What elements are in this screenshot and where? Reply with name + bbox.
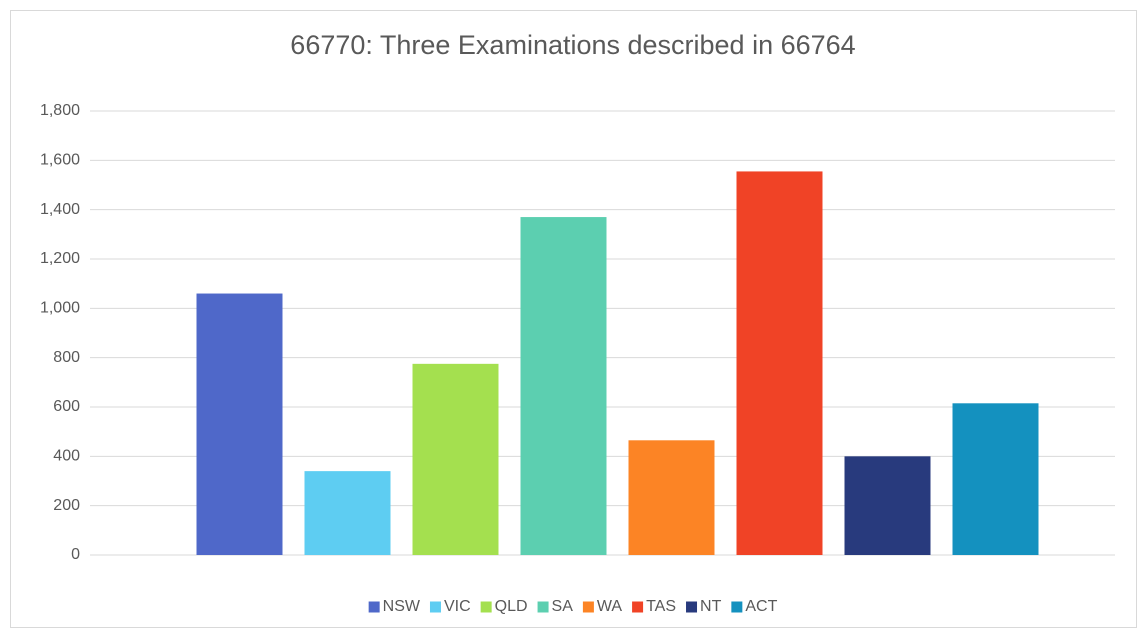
bar [628,440,715,555]
legend-swatch [537,601,549,613]
legend-swatch [480,601,492,613]
legend-swatch [632,601,644,613]
legend-label: SA [552,598,574,615]
y-tick-label: 400 [53,448,80,465]
bar [952,403,1039,555]
legend-swatch [429,601,441,613]
legend-label: NSW [383,598,421,615]
bar [844,456,931,555]
legend-swatch [582,601,594,613]
bar [196,293,283,555]
legend-swatch [368,601,380,613]
legend-swatch [686,601,698,613]
y-tick-label: 0 [71,546,80,563]
legend-swatch [731,601,743,613]
y-tick-label: 1,200 [40,250,80,267]
y-tick-label: 1,400 [40,201,80,218]
legend-label: TAS [646,598,676,615]
legend-label: ACT [745,598,777,615]
bar [304,471,391,555]
bar [736,171,823,555]
y-tick-label: 800 [53,349,80,366]
bar [412,363,499,555]
legend-label: VIC [444,598,471,615]
legend-label: QLD [495,598,528,615]
y-tick-label: 1,600 [40,152,80,169]
y-tick-label: 600 [53,398,80,415]
legend-label: WA [597,598,623,615]
y-tick-label: 1,000 [40,300,80,317]
y-tick-label: 1,800 [40,102,80,119]
legend-label: NT [700,598,722,615]
bar [520,217,607,556]
chart-title: 66770: Three Examinations described in 6… [290,30,855,60]
y-tick-label: 200 [53,497,80,514]
